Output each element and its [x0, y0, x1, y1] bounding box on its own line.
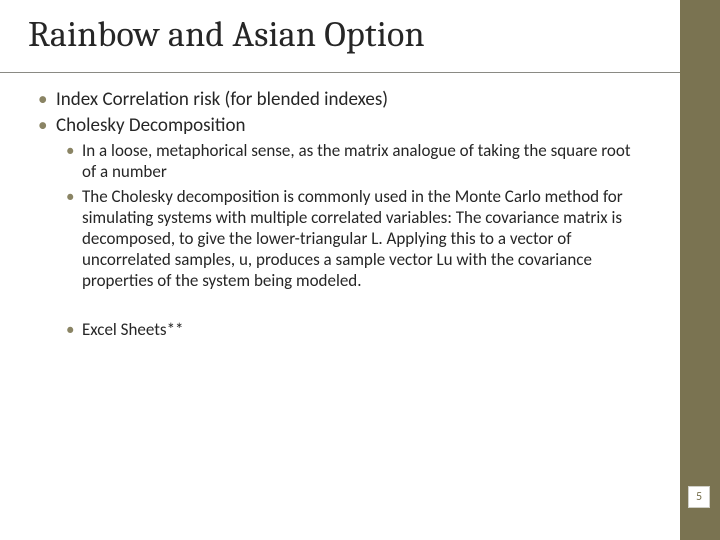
slide-body: Index Correlation risk (for blended inde… — [38, 88, 638, 343]
bullet-lvl1: Index Correlation risk (for blended inde… — [38, 88, 638, 111]
side-strip — [680, 0, 720, 540]
bullet-lvl1: Cholesky Decomposition — [38, 114, 638, 137]
bullet-lvl2: The Cholesky decomposition is commonly u… — [66, 186, 638, 291]
slide-title: Rainbow and Asian Option — [28, 14, 425, 55]
title-underline — [0, 72, 680, 73]
slide: Rainbow and Asian Option Index Correlati… — [0, 0, 720, 540]
bullet-lvl2: In a loose, metaphorical sense, as the m… — [66, 140, 638, 182]
bullet-lvl2: Excel Sheets** — [66, 319, 638, 340]
page-number-badge: 5 — [688, 486, 710, 508]
